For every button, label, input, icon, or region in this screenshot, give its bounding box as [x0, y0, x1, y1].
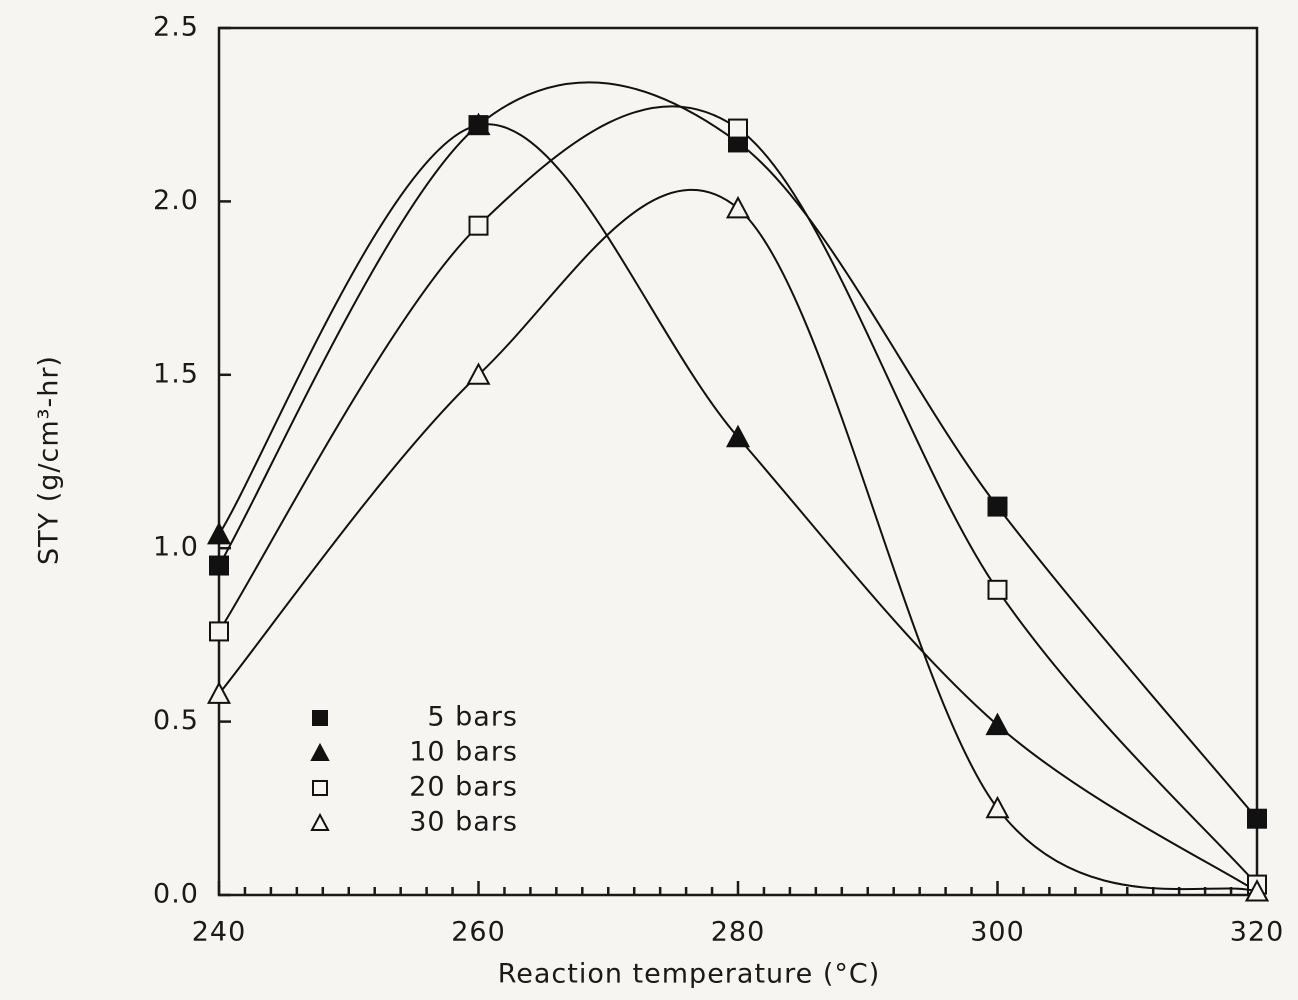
x-tick-label: 300 [970, 917, 1025, 948]
y-tick-label: 2.5 [153, 12, 199, 43]
marker [466, 362, 491, 385]
marker [1244, 879, 1270, 902]
legend-label: 5 bars [427, 702, 518, 733]
plot-frame [217, 26, 1259, 897]
marker [312, 780, 328, 796]
series-curve [218, 188, 1258, 893]
marker [985, 795, 1010, 819]
marker [310, 812, 330, 831]
marker [725, 424, 751, 448]
marker [987, 496, 1008, 517]
y-tick-label: 2.0 [153, 185, 199, 216]
marker [985, 712, 1010, 736]
marker [987, 579, 1008, 600]
marker [1247, 808, 1267, 829]
marker [209, 621, 229, 642]
legend-label: 30 bars [409, 807, 518, 838]
x-tick-label: 240 [192, 917, 247, 948]
y-axis-label: STY (g/cm³-hr) [34, 355, 65, 565]
legend-label: 10 bars [409, 737, 518, 768]
series-curve [218, 123, 1258, 893]
marker [206, 681, 232, 704]
x-axis-label: Reaction temperature (°C) [498, 959, 881, 990]
marker [209, 555, 229, 576]
series-curve [218, 81, 1258, 820]
y-tick-label: 1.5 [153, 358, 199, 389]
marker [312, 710, 328, 726]
marker [725, 195, 751, 219]
marker [310, 742, 330, 761]
x-tick-label: 260 [451, 917, 506, 948]
legend-label: 20 bars [409, 772, 518, 803]
y-tick-label: 0.0 [153, 879, 199, 910]
marker [728, 118, 748, 139]
marker [206, 521, 232, 545]
marker [466, 112, 491, 136]
y-tick-label: 1.0 [153, 532, 199, 563]
x-tick-label: 280 [711, 917, 766, 948]
x-tick-label: 320 [1230, 917, 1285, 948]
y-tick-label: 0.5 [153, 705, 199, 736]
marker [468, 215, 489, 236]
series-curve [218, 105, 1258, 886]
